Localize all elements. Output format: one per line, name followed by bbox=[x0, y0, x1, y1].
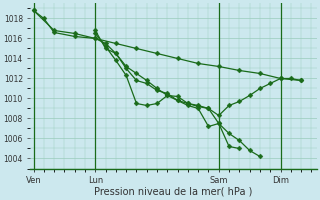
X-axis label: Pression niveau de la mer( hPa ): Pression niveau de la mer( hPa ) bbox=[94, 187, 253, 197]
